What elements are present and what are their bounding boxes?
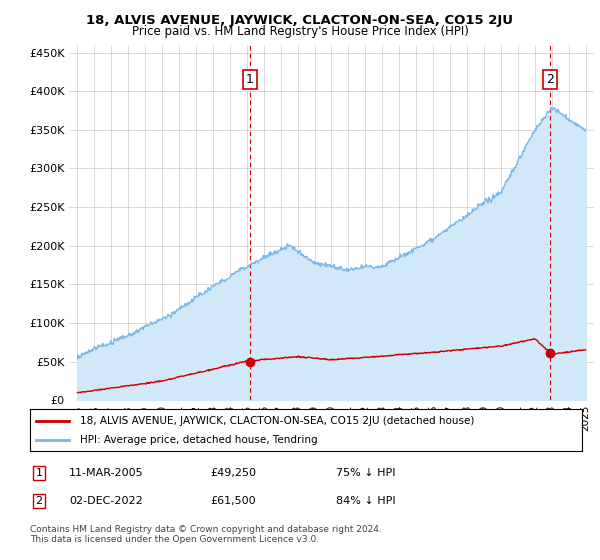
- Text: 11-MAR-2005: 11-MAR-2005: [69, 468, 143, 478]
- Text: 1: 1: [246, 73, 254, 86]
- Text: 84% ↓ HPI: 84% ↓ HPI: [336, 496, 395, 506]
- Text: 2: 2: [547, 73, 554, 86]
- Text: £61,500: £61,500: [210, 496, 256, 506]
- Text: £49,250: £49,250: [210, 468, 256, 478]
- Text: 02-DEC-2022: 02-DEC-2022: [69, 496, 143, 506]
- Text: 1: 1: [35, 468, 43, 478]
- Text: 18, ALVIS AVENUE, JAYWICK, CLACTON-ON-SEA, CO15 2JU: 18, ALVIS AVENUE, JAYWICK, CLACTON-ON-SE…: [86, 14, 514, 27]
- Text: Contains HM Land Registry data © Crown copyright and database right 2024.
This d: Contains HM Land Registry data © Crown c…: [30, 525, 382, 544]
- Text: 75% ↓ HPI: 75% ↓ HPI: [336, 468, 395, 478]
- Text: HPI: Average price, detached house, Tendring: HPI: Average price, detached house, Tend…: [80, 435, 317, 445]
- Text: 2: 2: [35, 496, 43, 506]
- Text: Price paid vs. HM Land Registry's House Price Index (HPI): Price paid vs. HM Land Registry's House …: [131, 25, 469, 38]
- Text: 18, ALVIS AVENUE, JAYWICK, CLACTON-ON-SEA, CO15 2JU (detached house): 18, ALVIS AVENUE, JAYWICK, CLACTON-ON-SE…: [80, 416, 474, 426]
